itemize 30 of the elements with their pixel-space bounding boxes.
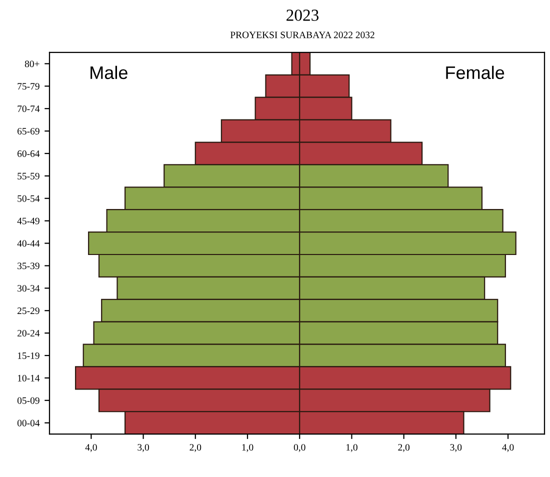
y-tick-label: 05-09 [17, 397, 40, 404]
chart-title: 2023 [286, 10, 319, 21]
y-tick-label: 55-59 [18, 172, 40, 180]
y-tick-label: 50-54 [18, 195, 40, 202]
y-tick-label: 40-44 [17, 240, 40, 247]
y-tick-label: 80+ [24, 60, 40, 68]
x-tick-label: 0,0 [294, 444, 306, 452]
y-tick-label: 25-29 [18, 308, 40, 314]
y-tick-label: 65-69 [18, 128, 40, 135]
x-tick-label: 4,0 [85, 444, 97, 452]
x-tick-label: 1,0 [346, 444, 358, 452]
annotation: Male [90, 66, 128, 80]
y-tick-label: 75-79 [18, 83, 40, 90]
y-tick-label: 70-74 [18, 105, 40, 112]
y-tick-label: 60-64 [18, 150, 40, 157]
y-tick-label: 15-19 [18, 352, 40, 359]
x-tick-label: 3,0 [450, 444, 462, 452]
chart-subtitle: PROYEKSI SURABAYA 2022 2032 [230, 32, 374, 38]
y-tick-label: 10-14 [18, 374, 40, 382]
y-tick-label: 00-04 [17, 420, 40, 426]
y-tick-label: 45-49 [17, 218, 40, 224]
x-tick-label: 3,0 [138, 444, 149, 452]
x-tick-label: 2,0 [398, 444, 410, 452]
x-tick-label: 1,0 [242, 444, 254, 452]
x-tick-label: 4,0 [502, 444, 514, 452]
y-tick-label: 35-39 [18, 262, 40, 270]
y-tick-label: 20-24 [18, 330, 40, 337]
annotation: Female [446, 66, 504, 80]
x-tick-label: 2,0 [190, 444, 202, 452]
y-tick-label: 30-34 [18, 285, 40, 292]
